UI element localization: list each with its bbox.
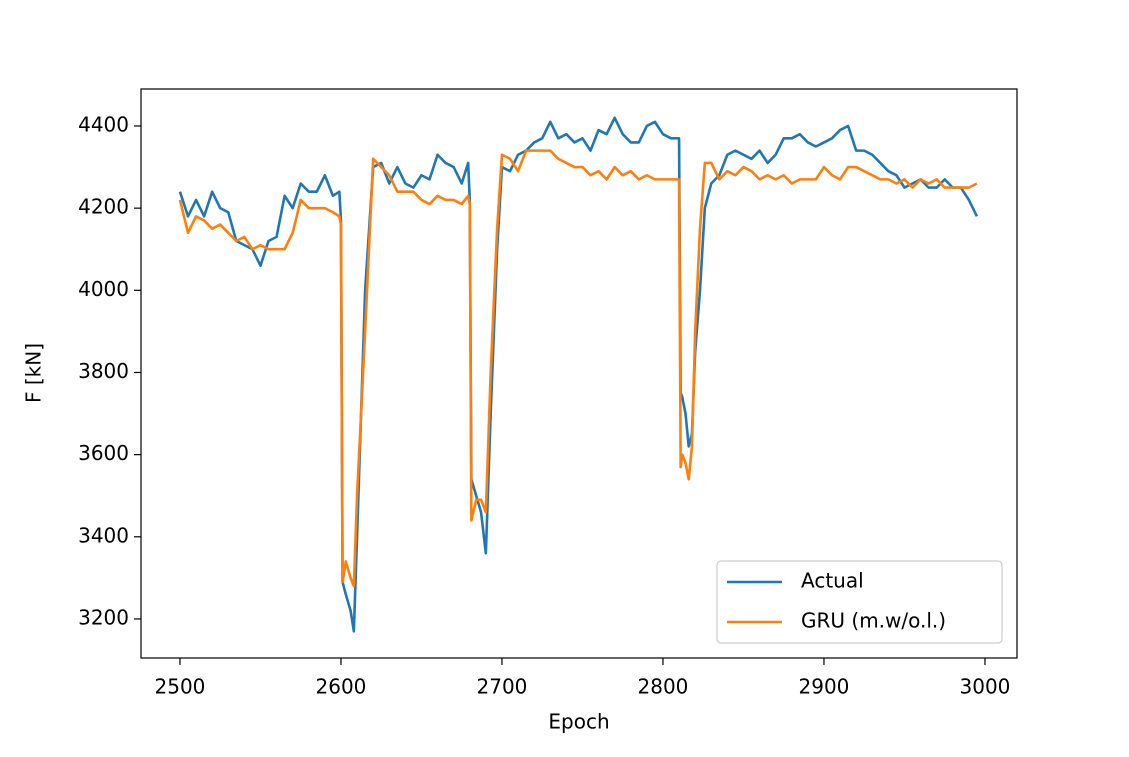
y-tick-label: 3200 [78, 605, 129, 629]
y-axis-label: F [kN] [22, 343, 46, 403]
y-tick-label: 4200 [78, 195, 129, 219]
legend-label: GRU (m.w/o.l.) [801, 609, 946, 633]
x-tick-label: 2800 [638, 675, 689, 699]
y-tick-label: 4000 [78, 277, 129, 301]
x-tick-label: 3000 [960, 675, 1011, 699]
x-tick-label: 2700 [477, 675, 528, 699]
y-tick-label: 3400 [78, 523, 129, 547]
legend-box [716, 560, 1003, 644]
legend-label: Actual [801, 569, 864, 593]
x-tick-label: 2900 [799, 675, 850, 699]
line-series [178, 149, 978, 588]
y-tick-label: 3800 [78, 359, 129, 383]
x-axis-label: Epoch [548, 710, 609, 734]
x-tick-label: 2500 [155, 675, 206, 699]
y-tick-label: 4400 [78, 112, 129, 136]
x-tick-label: 2600 [316, 675, 367, 699]
line-series [178, 116, 979, 633]
y-tick-label: 3600 [78, 441, 129, 465]
plot-frame [140, 88, 1018, 659]
